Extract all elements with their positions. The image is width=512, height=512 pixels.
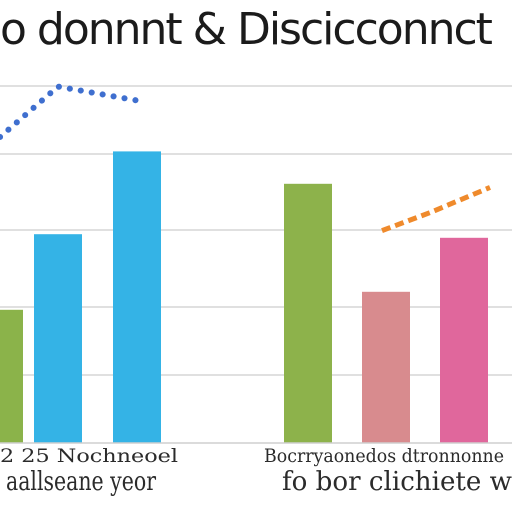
trend-line-2 <box>381 185 491 233</box>
bar-g1-2 <box>34 234 82 443</box>
bar-g2-3 <box>440 237 488 443</box>
chart-title: o donnnt & Discicconnct <box>0 4 493 55</box>
bar-g2-1 <box>284 183 332 444</box>
bar-g1-1 <box>0 309 23 443</box>
category-label-g2-2: fo bor clichiete w <box>282 467 512 497</box>
bar-g2-2 <box>362 291 410 443</box>
trend-line-1 <box>0 83 143 140</box>
category-label-g1-1: 2 25 Nochneoel <box>0 445 178 467</box>
category-label-g1-2: aallseane yeor <box>6 467 156 497</box>
bar-g1-3 <box>113 151 161 443</box>
category-label-g2-1: Bocrryaonedos dtronnonne <box>264 445 504 467</box>
